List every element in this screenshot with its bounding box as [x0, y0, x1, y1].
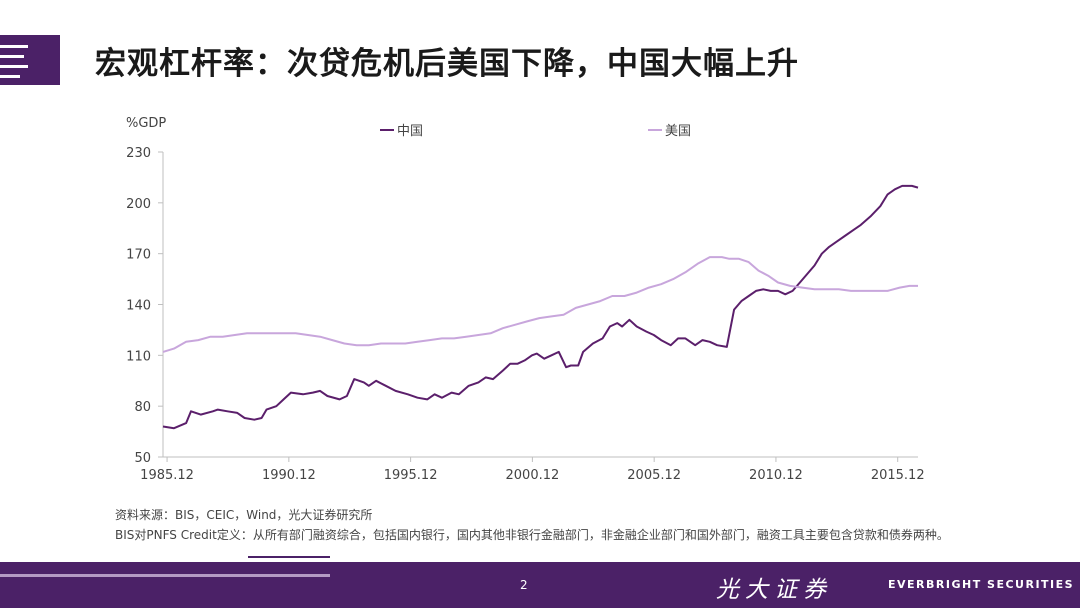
brand-name-cn: 光大证券 [716, 577, 832, 603]
series-line-china [162, 184, 919, 430]
y-tick-label: 80 [134, 400, 151, 415]
y-tick-label: 140 [126, 299, 151, 314]
x-tick-label: 1990.12 [262, 468, 316, 483]
page-number: 2 [520, 578, 528, 592]
x-tick-label: 1995.12 [384, 468, 438, 483]
y-tick-label: 230 [126, 146, 151, 161]
series-line-usa [162, 256, 918, 353]
legend: 中国 美国 [380, 124, 691, 139]
page-title: 宏观杠杆率：次贷危机后美国下降，中国大幅上升 [95, 46, 799, 82]
legend-label: 美国 [665, 124, 691, 139]
series-lines [162, 184, 919, 430]
legend-label: 中国 [397, 124, 423, 139]
y-tick-label: 170 [126, 248, 151, 263]
x-tick-label: 2015.12 [871, 468, 925, 483]
source-note: 资料来源：BIS，CEIC，Wind，光大证券研究所 [115, 508, 373, 522]
brand-stripe-logo [0, 35, 60, 85]
x-tick-label: 2000.12 [506, 468, 560, 483]
footer-stripe-decoration [0, 556, 330, 608]
chart-notes: 资料来源：BIS，CEIC，Wind，光大证券研究所 BIS对PNFS Cred… [115, 505, 949, 545]
y-axis-label: %GDP [126, 116, 166, 131]
x-tick-label: 2010.12 [749, 468, 803, 483]
y-tick-label: 110 [126, 349, 151, 364]
y-axis: 50 80 110 140 170 200 230 [126, 146, 164, 466]
x-axis: 1985.12 1990.12 1995.12 2000.12 2005.12 2010.… [140, 456, 925, 483]
brand-name-en: EVERBRIGHT SECURITIES [888, 578, 1075, 591]
y-tick-label: 200 [126, 197, 151, 212]
definition-note: BIS对PNFS Credit定义：从所有部门融资综合，包括国内银行，国内其他非… [115, 528, 949, 542]
x-tick-label: 2005.12 [627, 468, 681, 483]
x-tick-label: 1985.12 [140, 468, 194, 483]
y-tick-label: 50 [134, 451, 151, 466]
